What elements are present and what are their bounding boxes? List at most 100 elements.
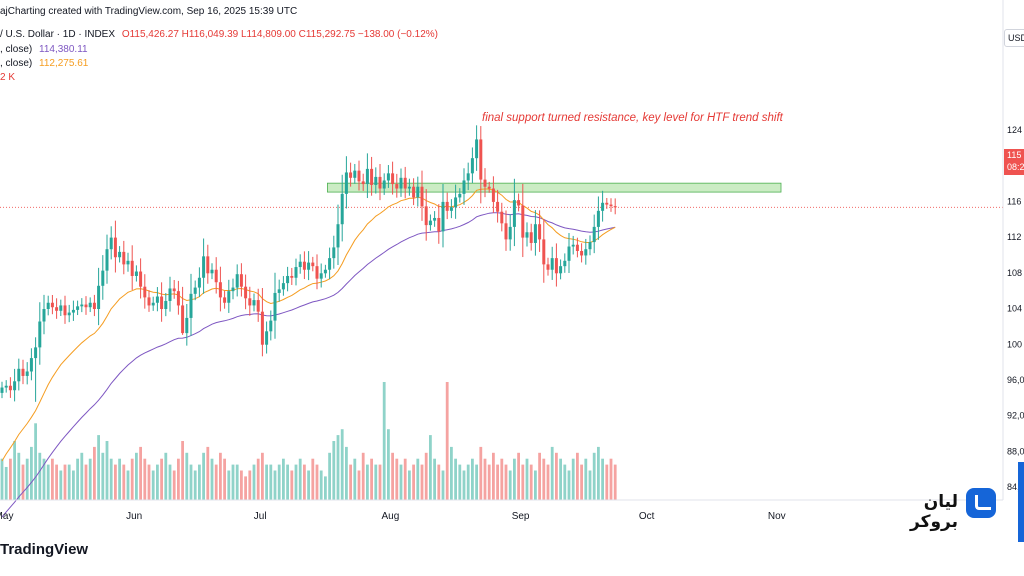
volume-bar xyxy=(198,464,201,500)
candle-body xyxy=(340,193,344,225)
candle xyxy=(353,163,357,184)
volume-bar xyxy=(525,458,529,500)
candle xyxy=(361,173,365,191)
volume-bar xyxy=(13,441,16,500)
volume-bar xyxy=(118,458,121,500)
volume-bar xyxy=(160,458,163,500)
candle-body xyxy=(29,358,33,372)
candle-body xyxy=(218,282,222,298)
candle xyxy=(433,211,437,227)
volume-bar xyxy=(248,470,252,500)
candle-body xyxy=(25,371,29,376)
volume-bar xyxy=(101,452,105,500)
candle xyxy=(328,247,332,280)
volume-bar xyxy=(479,446,483,500)
candle xyxy=(206,244,210,284)
candle xyxy=(307,251,311,281)
candle xyxy=(122,240,126,275)
candle-body xyxy=(147,297,151,306)
candle xyxy=(176,280,180,315)
volume-bar xyxy=(517,452,520,500)
candle xyxy=(244,274,248,310)
volume-legend[interactable]: 2 K xyxy=(0,72,15,83)
candle-body xyxy=(34,347,38,359)
candle-body xyxy=(105,249,109,271)
candle-body xyxy=(239,274,243,287)
candle-body xyxy=(55,307,59,311)
candle-body xyxy=(151,302,155,306)
candle-body xyxy=(4,385,8,388)
volume-bar xyxy=(93,446,96,500)
candle xyxy=(248,286,252,316)
y-tick-label: 96,0 xyxy=(1007,375,1024,385)
candle xyxy=(290,267,294,285)
candle-body xyxy=(428,220,432,226)
x-tick-label: Aug xyxy=(382,511,400,522)
candle xyxy=(424,189,428,241)
candle-body xyxy=(386,173,390,181)
candle xyxy=(151,296,155,311)
candle-body xyxy=(164,300,168,310)
candle xyxy=(55,298,59,319)
candle xyxy=(483,168,487,198)
candle xyxy=(63,295,67,324)
candle-body xyxy=(575,244,579,251)
candle-body xyxy=(365,168,369,185)
candle xyxy=(332,235,336,269)
ma-fast-legend[interactable]: , close) 114,380.11 xyxy=(0,44,88,55)
volume-value: 2 K xyxy=(0,72,16,83)
volume-bar xyxy=(408,470,411,500)
tradingview-logo[interactable]: TradingView xyxy=(0,541,89,558)
candle xyxy=(588,235,592,256)
volume-bar xyxy=(193,470,197,500)
volume-bar xyxy=(4,466,8,500)
candle xyxy=(164,293,168,317)
currency-button[interactable]: USD xyxy=(1004,29,1024,47)
candle xyxy=(550,246,554,280)
candle-body xyxy=(252,300,256,306)
volume-bar xyxy=(0,458,4,500)
volume-bar xyxy=(80,452,84,500)
candle xyxy=(592,214,596,254)
candle-body xyxy=(596,210,600,227)
volume-bar xyxy=(265,464,268,500)
candle-body xyxy=(181,305,185,334)
candle-body xyxy=(214,269,218,283)
candle xyxy=(609,198,613,212)
candle-body xyxy=(109,237,113,250)
candle xyxy=(21,359,25,385)
volume-bar xyxy=(496,464,499,500)
candle xyxy=(580,243,584,263)
candle-body xyxy=(601,202,605,211)
ma2-label: , close) xyxy=(0,58,33,69)
volume-bar xyxy=(84,464,88,500)
candle-body xyxy=(281,283,285,290)
candle xyxy=(428,214,432,231)
resistance-zone-box xyxy=(326,182,782,193)
volume-bar xyxy=(378,464,382,500)
candlesticks xyxy=(0,125,617,402)
annotation-text: final support turned resistance, key lev… xyxy=(482,112,784,124)
candle-body xyxy=(475,139,479,159)
candle xyxy=(46,295,50,316)
volume-bar xyxy=(298,458,302,500)
candle-body xyxy=(504,223,508,240)
candle xyxy=(420,170,424,221)
volume-bar xyxy=(25,458,29,500)
candle-body xyxy=(155,296,159,303)
volume-bar xyxy=(555,452,558,500)
volume-bar xyxy=(420,464,424,500)
candle xyxy=(538,210,542,252)
candle xyxy=(475,125,479,171)
candle xyxy=(84,296,88,315)
candle xyxy=(126,252,130,272)
candle-body xyxy=(391,173,395,185)
volume-bar xyxy=(424,452,428,500)
volume-bar xyxy=(72,470,75,500)
candle-body xyxy=(302,261,306,270)
volume-bar xyxy=(269,464,273,500)
ma-slow-legend[interactable]: , close) 112,275.61 xyxy=(0,58,88,69)
candle xyxy=(311,256,315,272)
candle xyxy=(109,226,113,260)
